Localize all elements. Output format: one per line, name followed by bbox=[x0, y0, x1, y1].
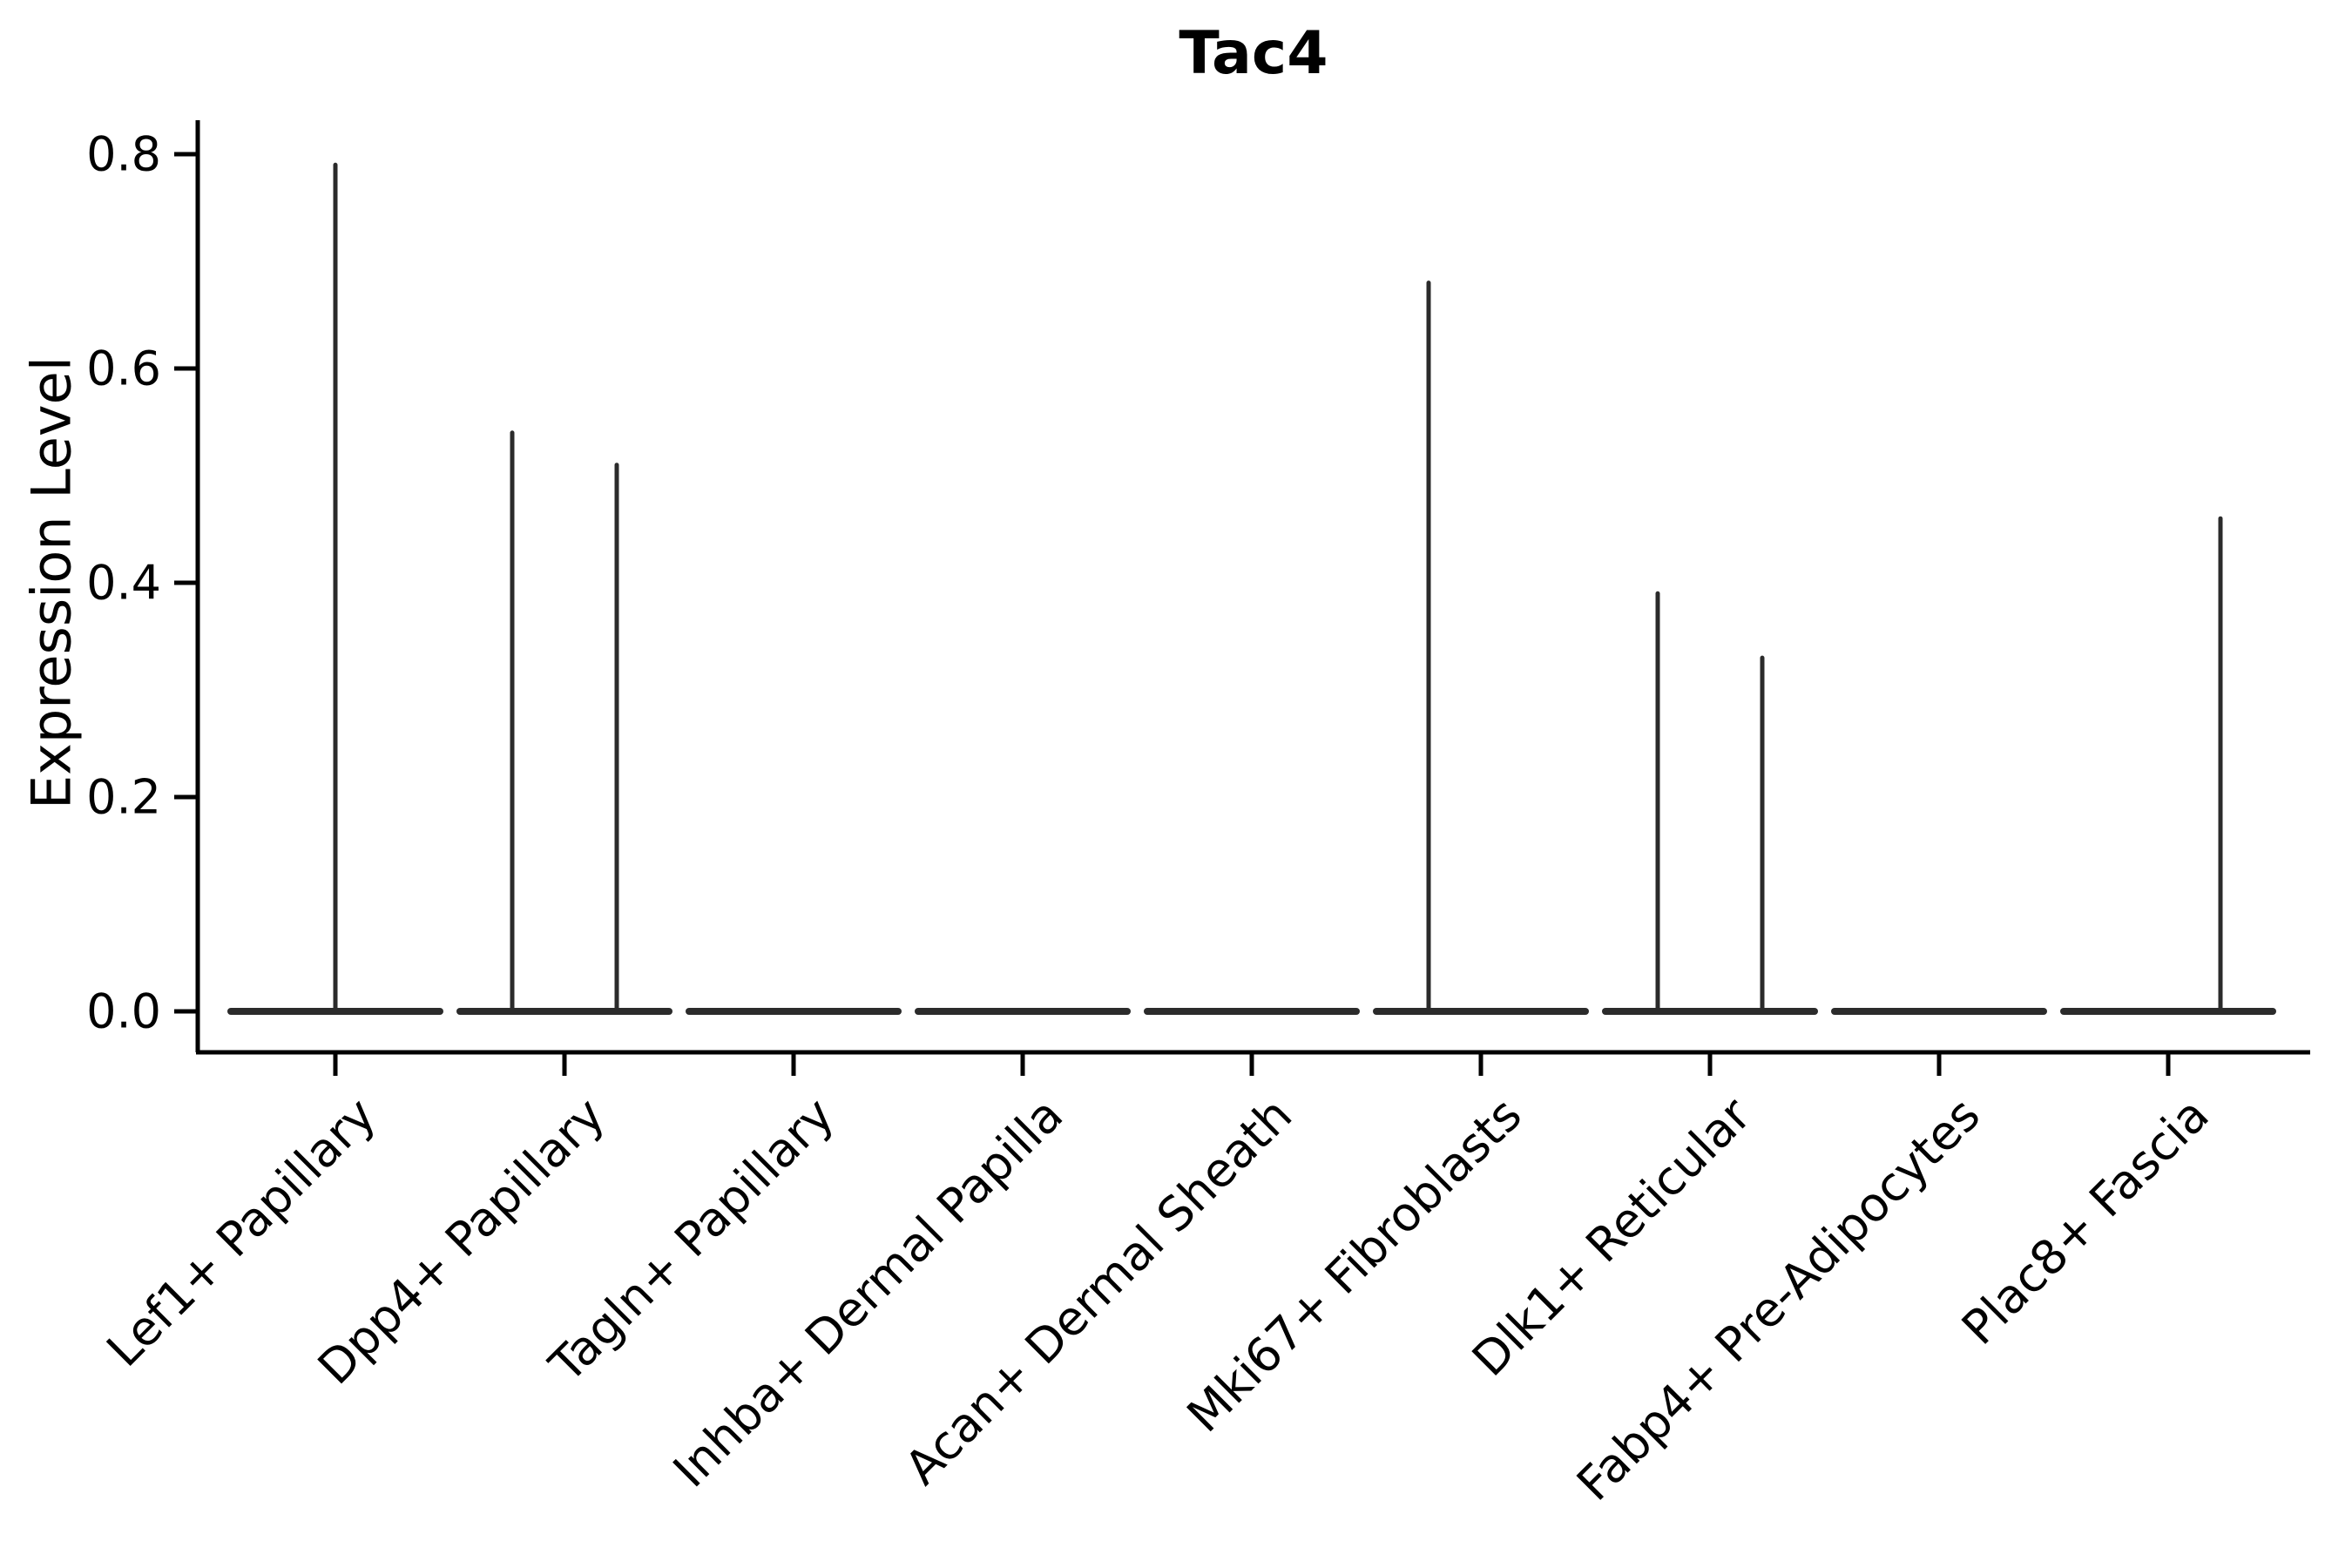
y-tick-label: 0.8 bbox=[86, 127, 161, 182]
y-tick-label: 0.4 bbox=[86, 556, 161, 611]
y-axis-label-text: Expression Level bbox=[19, 356, 84, 809]
y-tick-label: 0.6 bbox=[86, 341, 161, 396]
y-tick-label: 0.0 bbox=[86, 984, 161, 1039]
y-tick-label: 0.2 bbox=[86, 770, 161, 825]
plot-title: Tac4 bbox=[1179, 19, 1328, 88]
